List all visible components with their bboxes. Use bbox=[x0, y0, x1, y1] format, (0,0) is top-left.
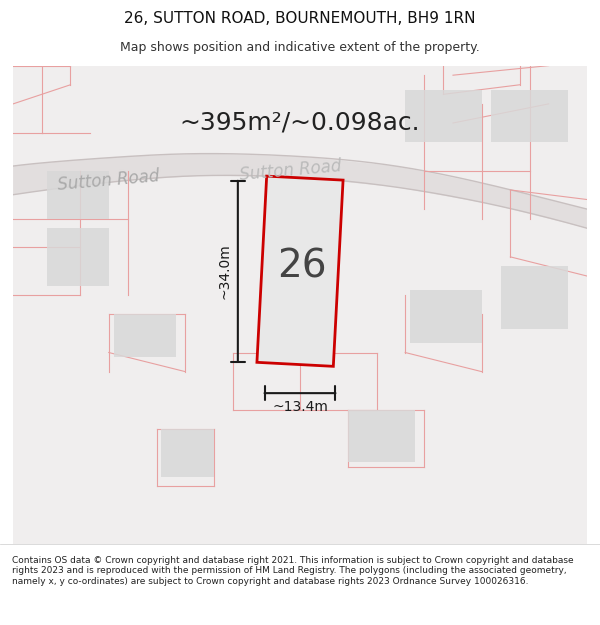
Text: ~34.0m: ~34.0m bbox=[217, 243, 232, 299]
Text: ~13.4m: ~13.4m bbox=[272, 399, 328, 414]
Bar bbox=[410, 291, 482, 343]
Text: Sutton Road: Sutton Road bbox=[57, 167, 160, 194]
Bar bbox=[113, 314, 176, 358]
Bar bbox=[348, 410, 415, 462]
Bar bbox=[405, 89, 482, 142]
Text: 26: 26 bbox=[277, 248, 327, 286]
Text: Sutton Road: Sutton Road bbox=[239, 158, 342, 184]
Text: ~395m²/~0.098ac.: ~395m²/~0.098ac. bbox=[179, 111, 421, 135]
Bar bbox=[47, 228, 109, 286]
Bar bbox=[257, 176, 343, 366]
Polygon shape bbox=[13, 154, 587, 228]
Text: Map shows position and indicative extent of the property.: Map shows position and indicative extent… bbox=[120, 41, 480, 54]
Bar bbox=[501, 266, 568, 329]
Bar bbox=[47, 171, 109, 219]
Text: 26, SUTTON ROAD, BOURNEMOUTH, BH9 1RN: 26, SUTTON ROAD, BOURNEMOUTH, BH9 1RN bbox=[124, 11, 476, 26]
Text: Contains OS data © Crown copyright and database right 2021. This information is : Contains OS data © Crown copyright and d… bbox=[12, 556, 574, 586]
Bar bbox=[161, 429, 214, 477]
Bar bbox=[491, 89, 568, 142]
